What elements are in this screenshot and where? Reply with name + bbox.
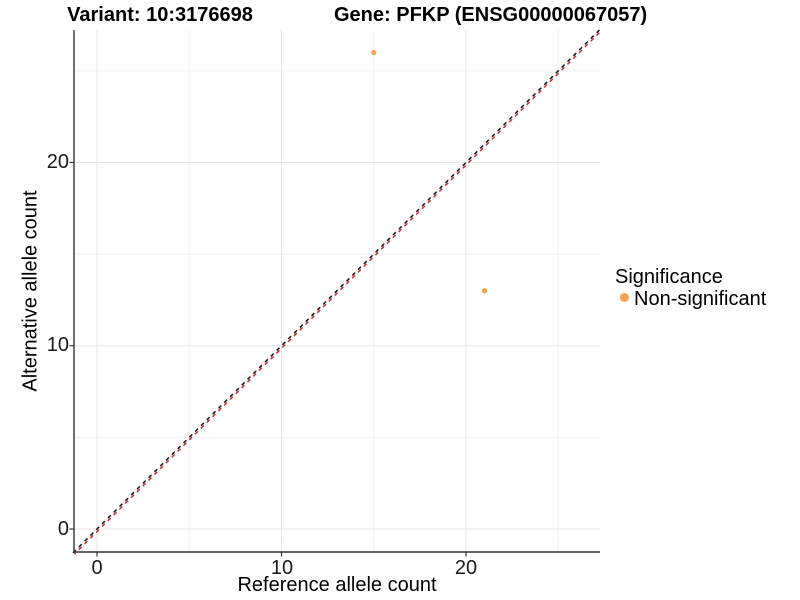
identity-line-red [73, 29, 603, 555]
x-tick-label-20: 20 [454, 557, 478, 579]
data-point [371, 49, 377, 56]
y-tick-label-20: 20 [46, 151, 69, 173]
legend-title: Significance [615, 266, 723, 288]
plot-title-gene: Gene: PFKP (ENSG00000067057) [334, 4, 648, 26]
x-axis-title: Reference allele count [237, 574, 437, 596]
x-tick-label-10: 10 [270, 557, 294, 579]
y-tick-label-10: 10 [46, 334, 69, 356]
data-point [481, 288, 488, 294]
legend-point-icon [620, 293, 629, 302]
y-axis-title: Alternative allele count [19, 190, 42, 392]
legend-label-non-significant: Non-significant [634, 288, 767, 310]
y-tick-label-0: 0 [57, 518, 69, 540]
identity-line-black [72, 28, 602, 554]
plot-title-variant: Variant: 10:3176698 [67, 4, 253, 26]
x-tick-label-0: 0 [91, 557, 103, 579]
